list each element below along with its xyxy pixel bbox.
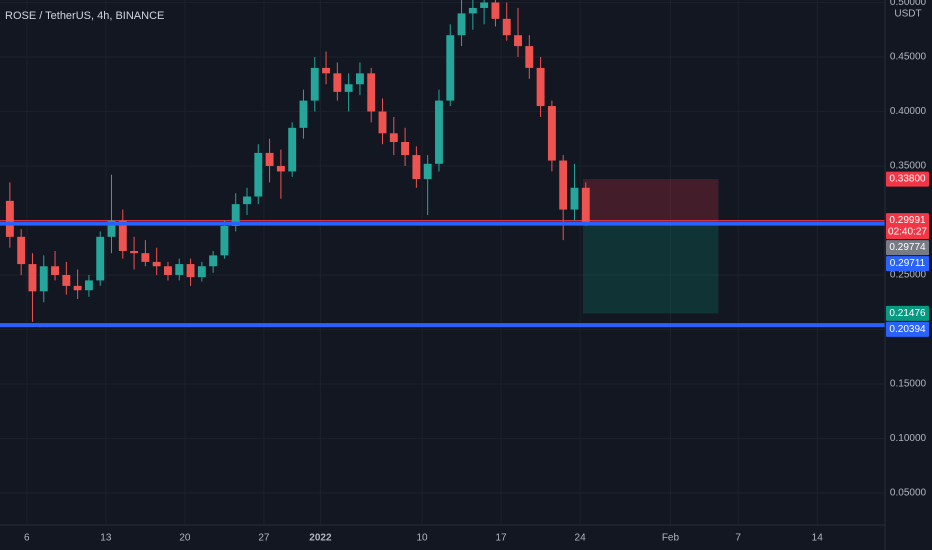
candle-body <box>412 155 421 180</box>
stop-zone <box>582 179 719 221</box>
candle-body <box>39 266 48 292</box>
candle-body <box>299 100 308 128</box>
candle-body <box>401 142 410 156</box>
candle-body <box>502 18 511 36</box>
x-tick-label: 10 <box>416 533 428 544</box>
price-label: 0.29711 <box>890 258 926 269</box>
candle-body <box>152 261 161 267</box>
x-tick-label: 14 <box>812 533 824 544</box>
price-label-box <box>886 240 929 256</box>
price-label-box <box>886 171 929 187</box>
plot-area <box>0 0 885 328</box>
candle-body <box>525 46 534 68</box>
candle-body <box>28 264 37 292</box>
grid <box>0 0 885 525</box>
candle-body <box>254 152 263 197</box>
candle-body <box>175 264 184 275</box>
candle-body <box>276 165 285 172</box>
candle-body <box>389 133 398 143</box>
candle-body <box>265 152 274 166</box>
candle-body <box>96 236 105 281</box>
candle-body <box>220 225 229 256</box>
candle-body <box>84 280 93 291</box>
countdown: 02:40:27 <box>888 227 927 238</box>
price-label: 0.29991 <box>889 215 926 226</box>
candle-body <box>322 67 331 74</box>
y-tick-label: 0.35000 <box>890 161 927 172</box>
candle-body <box>570 187 579 210</box>
candle-body <box>536 67 545 107</box>
price-label-box <box>886 321 929 337</box>
candle-body <box>62 274 71 286</box>
x-tick-label: 17 <box>496 533 508 544</box>
y-tick-label: 0.25000 <box>890 270 927 281</box>
currency: USDT <box>894 9 921 20</box>
candle-body <box>355 73 364 85</box>
candle-body <box>288 127 297 172</box>
axes: 0.050000.100000.150000.200000.250000.300… <box>24 0 929 544</box>
candle-body <box>141 253 150 262</box>
candle-body <box>17 236 26 265</box>
y-tick-label: 0.50000 <box>890 0 927 8</box>
candle-body <box>209 255 218 267</box>
price-label-box <box>886 305 929 321</box>
x-tick-label: Feb <box>662 533 680 544</box>
candle-body <box>446 35 455 101</box>
candle-body <box>468 7 477 14</box>
candle-body <box>164 266 172 275</box>
candle-body <box>5 200 14 237</box>
x-tick-label: 7 <box>735 533 741 544</box>
chart-title: ROSE / TetherUS, 4h, BINANCE <box>5 10 164 22</box>
candle-body <box>197 266 206 278</box>
price-label: 0.21476 <box>889 308 926 319</box>
x-tick-label: 20 <box>179 533 191 544</box>
candle-body <box>186 264 195 278</box>
candle-body <box>491 2 500 19</box>
y-tick-label: 0.10000 <box>890 433 927 444</box>
candle-body <box>457 13 466 36</box>
candle-body <box>547 106 556 161</box>
candle-body <box>367 73 376 112</box>
y-tick-label: 0.05000 <box>890 488 927 499</box>
price-label: 0.20394 <box>889 324 926 335</box>
candle-body <box>378 111 387 134</box>
candle-body <box>243 196 251 205</box>
price-label: 0.33800 <box>889 174 926 185</box>
x-tick-label: 27 <box>258 533 270 544</box>
y-tick-label: 0.15000 <box>890 379 927 390</box>
candle-body <box>435 100 443 164</box>
price-label: 0.29774 <box>889 242 926 253</box>
x-tick-label: 2022 <box>309 533 332 544</box>
candle-body <box>51 266 59 275</box>
y-tick-label: 0.45000 <box>890 52 927 63</box>
candle-body <box>118 220 127 252</box>
target-zone <box>582 220 719 314</box>
candle-body <box>310 67 319 101</box>
x-tick-label: 13 <box>100 533 112 544</box>
candle-body <box>344 84 353 92</box>
candle-body <box>107 220 116 237</box>
candle-body <box>514 35 522 47</box>
candle-body <box>73 285 82 291</box>
x-tick-label: 24 <box>575 533 587 544</box>
candle-body <box>480 2 489 8</box>
y-tick-label: 0.40000 <box>890 106 927 117</box>
price-label-box <box>886 256 929 272</box>
x-tick-label: 6 <box>24 533 30 544</box>
candle-body <box>130 251 139 254</box>
candle-body <box>423 163 432 180</box>
price-label-box <box>886 213 929 240</box>
candle-body <box>581 187 590 223</box>
candle-body <box>333 73 342 92</box>
candle-body <box>559 160 568 210</box>
candle-body <box>231 204 240 226</box>
